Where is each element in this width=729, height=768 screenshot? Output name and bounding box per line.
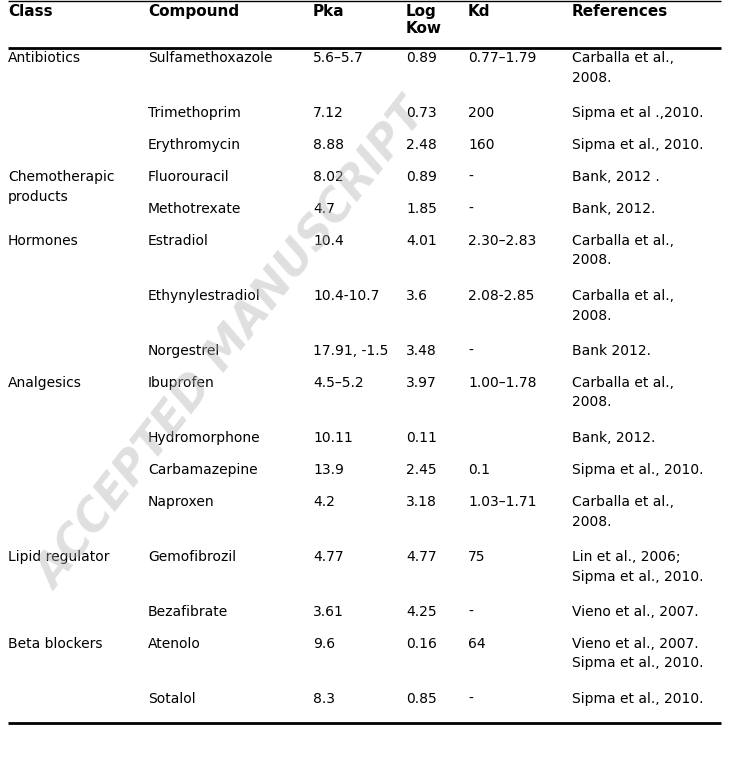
Text: 1.85: 1.85	[406, 202, 437, 216]
Text: 0.1: 0.1	[468, 463, 490, 477]
Text: 10.4-10.7: 10.4-10.7	[313, 289, 379, 303]
Text: 2.30–2.83: 2.30–2.83	[468, 234, 537, 248]
Text: 8.3: 8.3	[313, 692, 335, 706]
Text: Lipid regulator: Lipid regulator	[8, 550, 109, 564]
Text: 4.2: 4.2	[313, 495, 335, 509]
Text: ACCEPTED MANUSCRIPT: ACCEPTED MANUSCRIPT	[30, 94, 437, 598]
Text: Gemofibrozil: Gemofibrozil	[148, 550, 236, 564]
Text: References: References	[572, 4, 668, 19]
Text: 160: 160	[468, 138, 494, 152]
Text: Erythromycin: Erythromycin	[148, 138, 241, 152]
Text: 0.73: 0.73	[406, 106, 437, 120]
Text: Hydromorphone: Hydromorphone	[148, 431, 261, 445]
Text: 9.6: 9.6	[313, 637, 335, 651]
Text: -: -	[468, 202, 473, 216]
Text: Pka: Pka	[313, 4, 345, 19]
Text: 75: 75	[468, 550, 486, 564]
Text: Carballa et al.,
2008.: Carballa et al., 2008.	[572, 495, 674, 528]
Text: Vieno et al., 2007.: Vieno et al., 2007.	[572, 605, 698, 619]
Text: Log
Kow: Log Kow	[406, 4, 442, 36]
Text: Bank, 2012 .: Bank, 2012 .	[572, 170, 660, 184]
Text: 64: 64	[468, 637, 486, 651]
Text: 1.00–1.78: 1.00–1.78	[468, 376, 537, 390]
Text: 2.08-2.85: 2.08-2.85	[468, 289, 534, 303]
Text: 0.89: 0.89	[406, 170, 437, 184]
Text: 4.5–5.2: 4.5–5.2	[313, 376, 364, 390]
Text: 3.61: 3.61	[313, 605, 344, 619]
Text: 1.03–1.71: 1.03–1.71	[468, 495, 537, 509]
Text: 4.01: 4.01	[406, 234, 437, 248]
Text: 3.18: 3.18	[406, 495, 437, 509]
Text: Bank, 2012.: Bank, 2012.	[572, 431, 655, 445]
Text: Chemotherapic
products: Chemotherapic products	[8, 170, 114, 204]
Text: 4.77: 4.77	[313, 550, 343, 564]
Text: 10.4: 10.4	[313, 234, 344, 248]
Text: 4.77: 4.77	[406, 550, 437, 564]
Text: 4.7: 4.7	[313, 202, 335, 216]
Text: 3.6: 3.6	[406, 289, 428, 303]
Text: Bank 2012.: Bank 2012.	[572, 344, 651, 358]
Text: Naproxen: Naproxen	[148, 495, 214, 509]
Text: Carballa et al.,
2008.: Carballa et al., 2008.	[572, 289, 674, 323]
Text: Antibiotics: Antibiotics	[8, 51, 81, 65]
Text: Estradiol: Estradiol	[148, 234, 209, 248]
Text: 3.97: 3.97	[406, 376, 437, 390]
Text: -: -	[468, 692, 473, 706]
Text: 17.91, -1.5: 17.91, -1.5	[313, 344, 389, 358]
Text: Atenolo: Atenolo	[148, 637, 201, 651]
Text: Lin et al., 2006;
Sipma et al., 2010.: Lin et al., 2006; Sipma et al., 2010.	[572, 550, 703, 584]
Text: Analgesics: Analgesics	[8, 376, 82, 390]
Text: Ethynylestradiol: Ethynylestradiol	[148, 289, 261, 303]
Text: Kd: Kd	[468, 4, 491, 19]
Text: Beta blockers: Beta blockers	[8, 637, 103, 651]
Text: 0.89: 0.89	[406, 51, 437, 65]
Text: Sotalol: Sotalol	[148, 692, 195, 706]
Text: 0.77–1.79: 0.77–1.79	[468, 51, 537, 65]
Text: 4.25: 4.25	[406, 605, 437, 619]
Text: Trimethoprim: Trimethoprim	[148, 106, 241, 120]
Text: 0.16: 0.16	[406, 637, 437, 651]
Text: 0.85: 0.85	[406, 692, 437, 706]
Text: 2.48: 2.48	[406, 138, 437, 152]
Text: Carbamazepine: Carbamazepine	[148, 463, 257, 477]
Text: 2.45: 2.45	[406, 463, 437, 477]
Text: Bank, 2012.: Bank, 2012.	[572, 202, 655, 216]
Text: 7.12: 7.12	[313, 106, 344, 120]
Text: Compound: Compound	[148, 4, 239, 19]
Text: 200: 200	[468, 106, 494, 120]
Text: 8.02: 8.02	[313, 170, 344, 184]
Text: Carballa et al.,
2008.: Carballa et al., 2008.	[572, 51, 674, 84]
Text: Sipma et al., 2010.: Sipma et al., 2010.	[572, 138, 703, 152]
Text: Hormones: Hormones	[8, 234, 79, 248]
Text: 10.11: 10.11	[313, 431, 353, 445]
Text: Class: Class	[8, 4, 52, 19]
Text: -: -	[468, 344, 473, 358]
Text: 0.11: 0.11	[406, 431, 437, 445]
Text: Methotrexate: Methotrexate	[148, 202, 241, 216]
Text: 13.9: 13.9	[313, 463, 344, 477]
Text: Sulfamethoxazole: Sulfamethoxazole	[148, 51, 273, 65]
Text: Fluorouracil: Fluorouracil	[148, 170, 230, 184]
Text: Bezafibrate: Bezafibrate	[148, 605, 228, 619]
Text: Ibuprofen: Ibuprofen	[148, 376, 215, 390]
Text: Norgestrel: Norgestrel	[148, 344, 220, 358]
Text: Sipma et al .,2010.: Sipma et al .,2010.	[572, 106, 703, 120]
Text: 3.48: 3.48	[406, 344, 437, 358]
Text: 8.88: 8.88	[313, 138, 344, 152]
Text: Sipma et al., 2010.: Sipma et al., 2010.	[572, 463, 703, 477]
Text: -: -	[468, 170, 473, 184]
Text: Carballa et al.,
2008.: Carballa et al., 2008.	[572, 234, 674, 267]
Text: Sipma et al., 2010.: Sipma et al., 2010.	[572, 692, 703, 706]
Text: Vieno et al., 2007.
Sipma et al., 2010.: Vieno et al., 2007. Sipma et al., 2010.	[572, 637, 703, 670]
Text: Carballa et al.,
2008.: Carballa et al., 2008.	[572, 376, 674, 409]
Text: 5.6–5.7: 5.6–5.7	[313, 51, 364, 65]
Text: -: -	[468, 605, 473, 619]
